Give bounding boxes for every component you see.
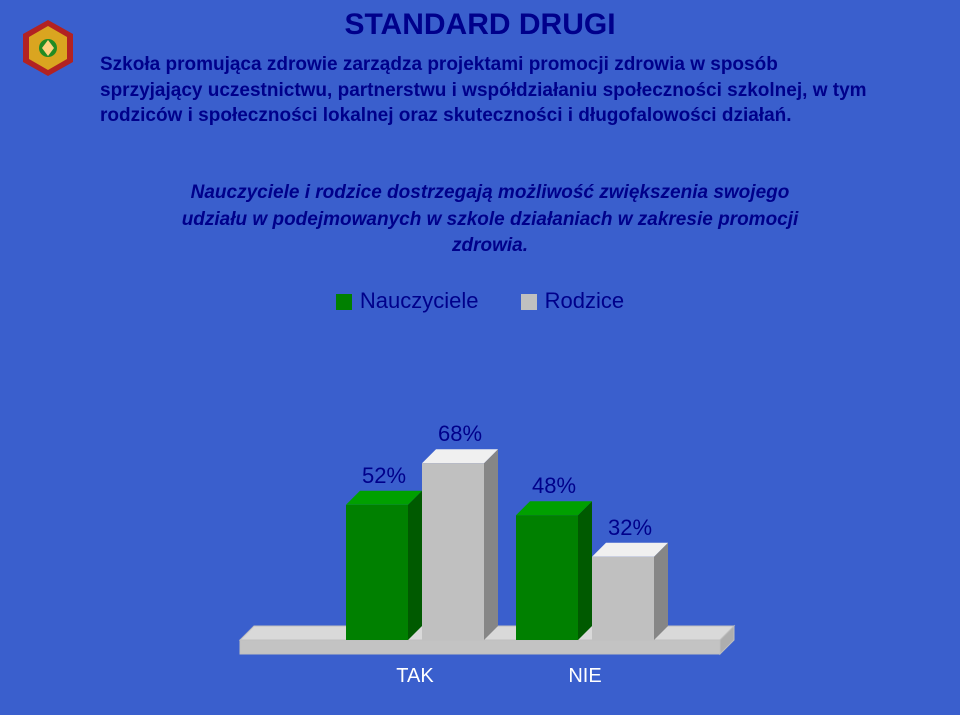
slide-root: STANDARD DRUGI Szkoła promująca zdrowie … xyxy=(0,0,960,715)
intro-text: Szkoła promująca zdrowie zarządza projek… xyxy=(100,52,880,129)
legend-label-nauczyciele: Nauczyciele xyxy=(360,288,479,313)
bar-value-label: 32% xyxy=(608,515,652,540)
bar-side xyxy=(484,449,498,640)
category-label: NIE xyxy=(568,665,601,687)
bar-front xyxy=(516,515,578,640)
page-title: STANDARD DRUGI xyxy=(0,8,960,42)
bar-front xyxy=(422,463,484,640)
bar-front xyxy=(346,505,408,640)
bar-value-label: 68% xyxy=(438,421,482,446)
chart-floor-front xyxy=(240,640,720,654)
bar-chart: 52% 68% TAK 48% 32% NIE xyxy=(210,320,750,690)
chart-area: 52% 68% TAK 48% 32% NIE xyxy=(210,320,750,690)
legend-item-rodzice: Rodzice xyxy=(521,288,624,314)
legend-swatch-nauczyciele xyxy=(336,294,352,310)
legend-swatch-rodzice xyxy=(521,294,537,310)
chart-caption: Nauczyciele i rodzice dostrzegają możliw… xyxy=(180,180,800,260)
bar-value-label: 52% xyxy=(362,463,406,488)
bar-side xyxy=(654,543,668,640)
category-label: TAK xyxy=(396,665,434,687)
bar-front xyxy=(592,557,654,640)
legend-item-nauczyciele: Nauczyciele xyxy=(336,288,479,314)
bar-side xyxy=(578,501,592,640)
bar-value-label: 48% xyxy=(532,473,576,498)
legend-label-rodzice: Rodzice xyxy=(545,288,624,313)
chart-legend: Nauczyciele Rodzice xyxy=(0,288,960,314)
bar-side xyxy=(408,491,422,640)
